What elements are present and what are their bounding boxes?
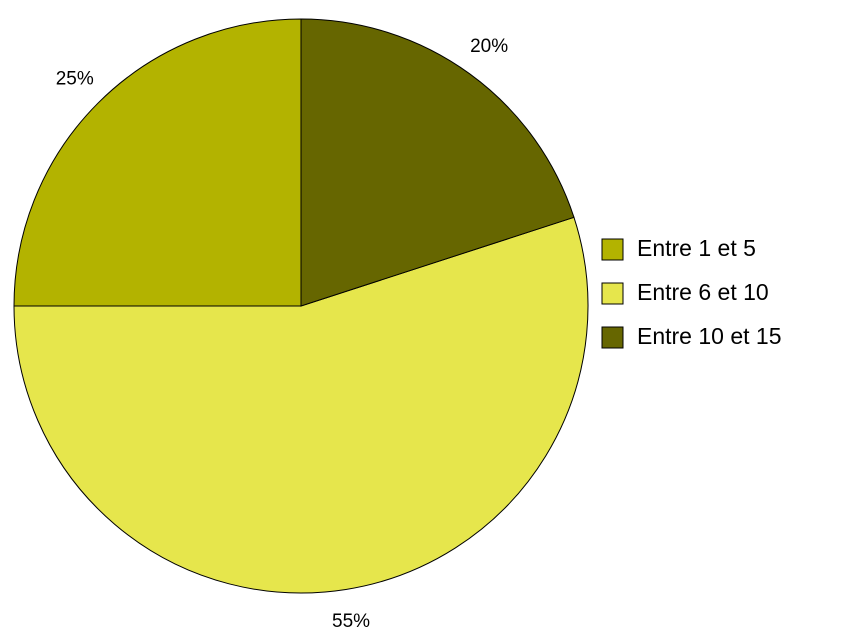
pie-slice bbox=[13, 18, 302, 307]
value-label: 55% bbox=[332, 611, 370, 632]
pie-slice bbox=[13, 216, 589, 594]
legend-label: Entre 1 et 5 bbox=[637, 235, 756, 261]
legend-swatch bbox=[601, 238, 624, 261]
legend-swatch bbox=[601, 326, 624, 349]
pie-slice bbox=[300, 18, 575, 307]
legend-label: Entre 10 et 15 bbox=[637, 323, 782, 349]
value-label: 20% bbox=[470, 36, 508, 57]
value-label: 25% bbox=[56, 69, 94, 90]
legend-label: Entre 6 et 10 bbox=[637, 279, 769, 305]
legend-swatch bbox=[601, 282, 624, 305]
